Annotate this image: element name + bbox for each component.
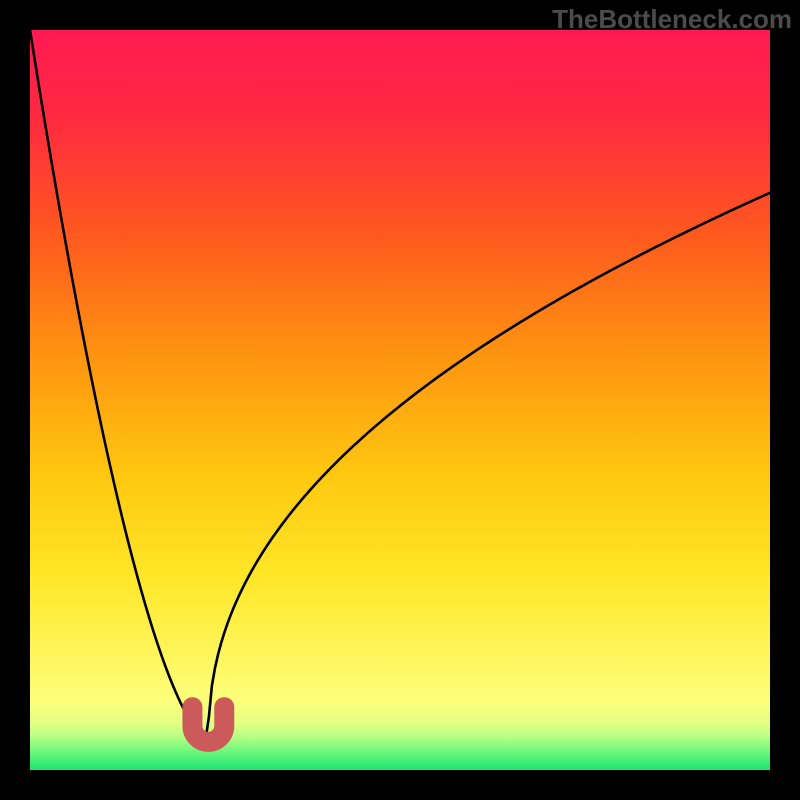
heatmap-background (30, 30, 770, 770)
bottleneck-curve-chart (0, 0, 800, 800)
